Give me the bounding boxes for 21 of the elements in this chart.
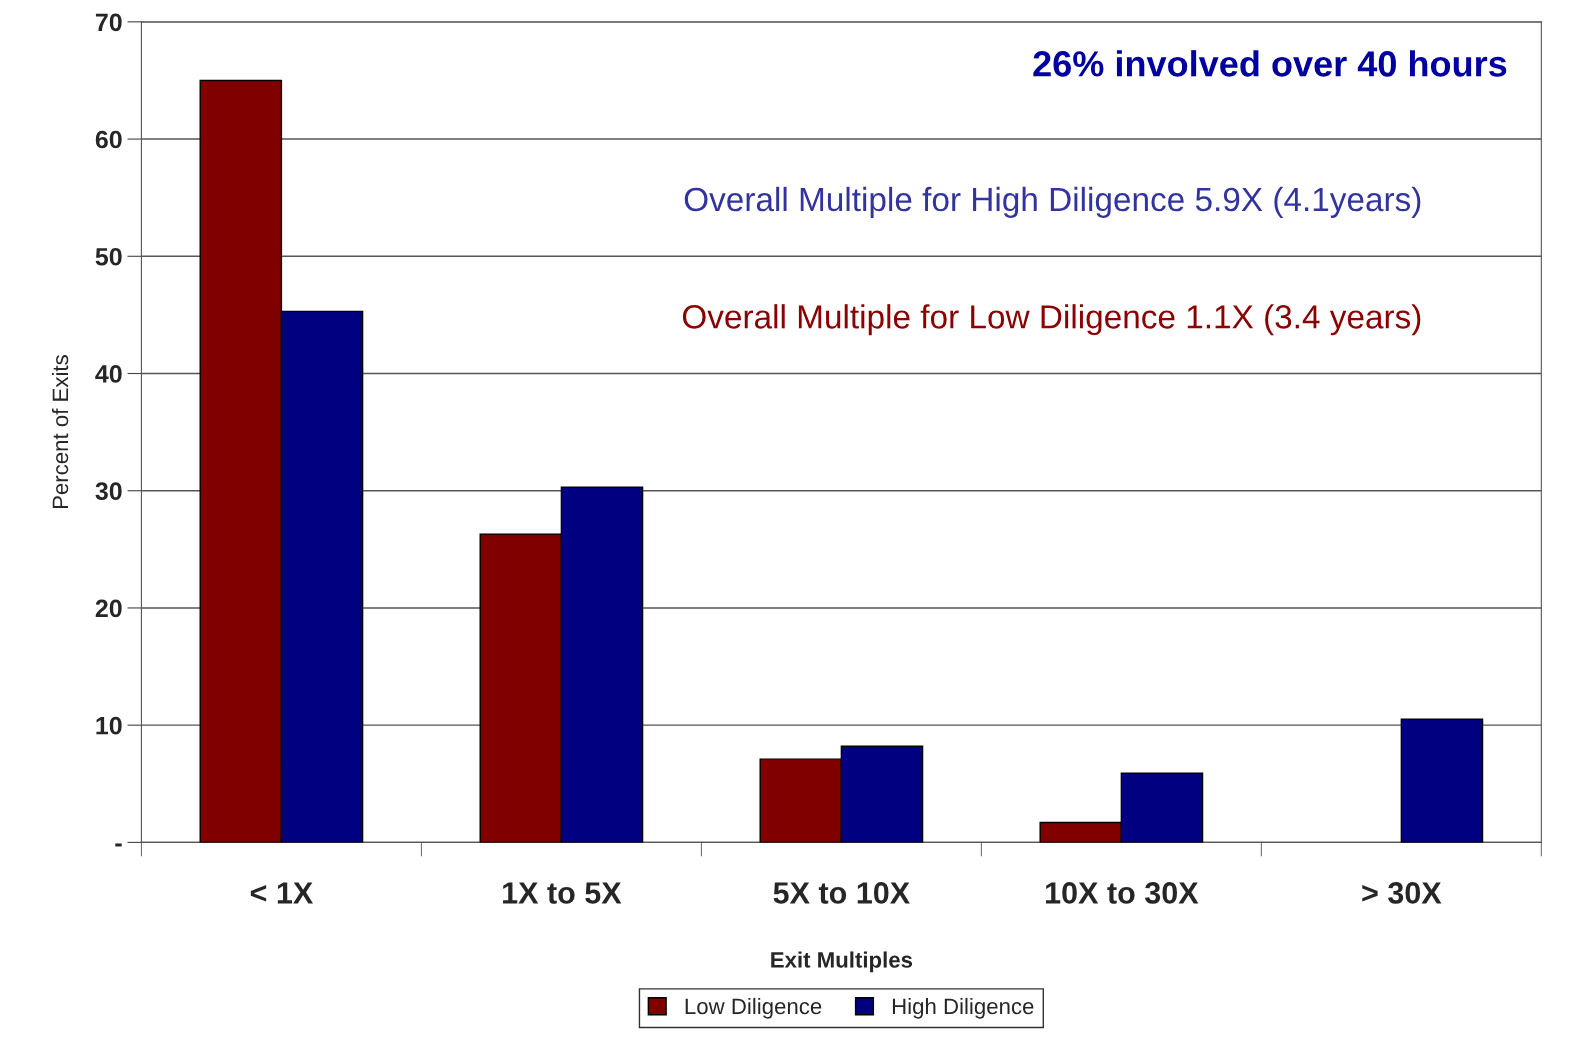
y-tick-label: 70	[95, 13, 122, 32]
x-tick-label: 5X to 10X	[773, 882, 910, 904]
x-tick-label: < 1X	[250, 882, 313, 904]
y-tick-label: 30	[95, 482, 122, 501]
annotation: 26% involved over 40 hours	[1033, 50, 1507, 77]
y-tick-label: 10	[96, 716, 122, 735]
bar	[1400, 718, 1484, 843]
x-tick-label: > 30X	[1362, 882, 1442, 904]
y-tick-label: 50	[95, 247, 122, 266]
annotation: Overall Multiple for Low Diligence 1.1X (3.4 years)	[682, 304, 1421, 336]
x-axis-title: Exit Multiples	[771, 951, 913, 973]
y-tick-label: -	[115, 843, 122, 847]
y-tick-label: 20	[95, 599, 122, 618]
y-tick-label: 40	[95, 365, 122, 383]
y-axis-title: Percent of Exits	[51, 355, 69, 509]
x-tick-label: 1X to 5X	[503, 882, 622, 904]
annotation: Overall Multiple for High Diligence 5.9X (4.1years)	[684, 186, 1421, 218]
x-tick-label: 10X to 30X	[1046, 882, 1199, 904]
legend-label: Low Diligence	[685, 997, 822, 1019]
y-tick-label: 60	[95, 130, 122, 149]
legend-label: High Diligence	[892, 997, 1034, 1019]
